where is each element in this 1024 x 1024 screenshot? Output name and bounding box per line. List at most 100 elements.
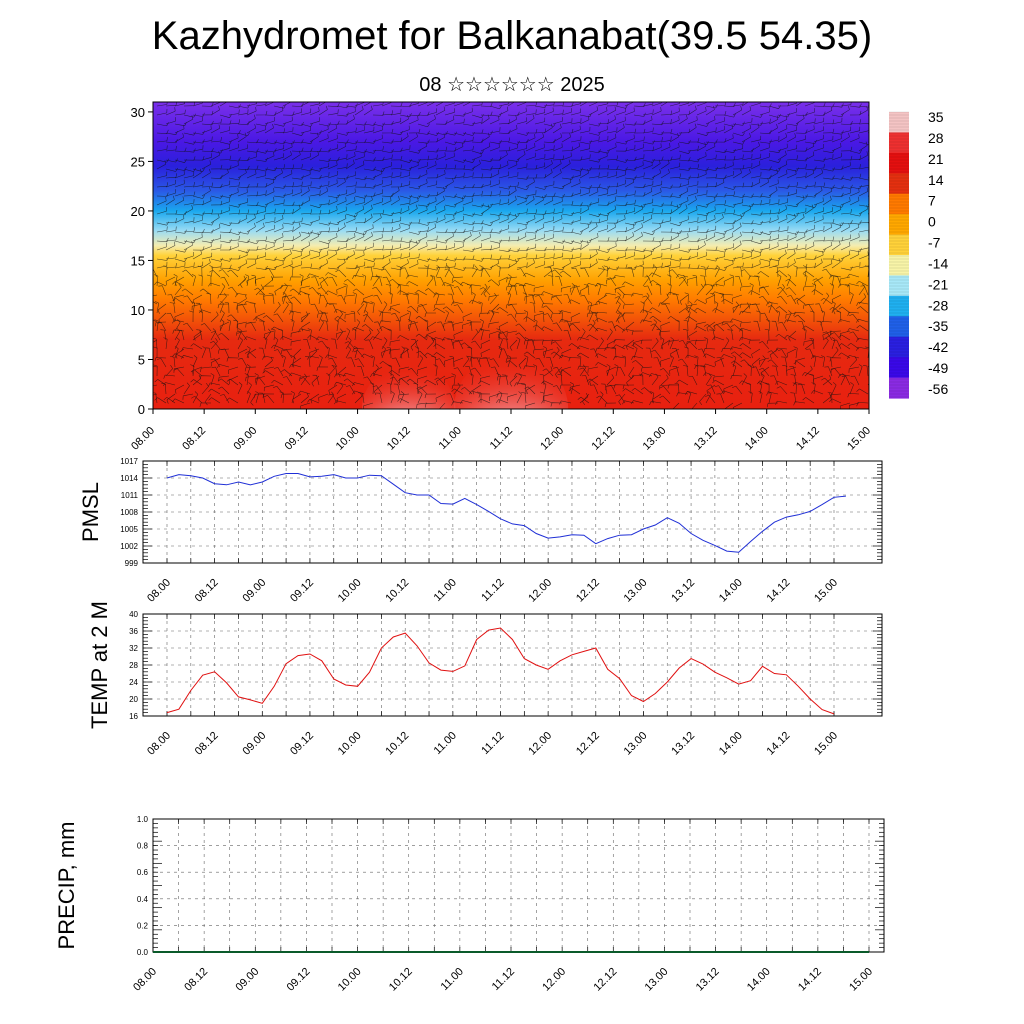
- grid: [152, 818, 884, 953]
- colorbar-label: 0: [928, 214, 936, 230]
- colorbar-swatch: [889, 173, 909, 195]
- colorbar-swatch: [889, 295, 909, 317]
- colorbar-swatch: [889, 234, 909, 256]
- colorbar-label: 21: [928, 151, 944, 167]
- x-tick-label: 14.12: [796, 966, 824, 994]
- x-tick-label: 13.12: [694, 966, 722, 994]
- colorbar-label: 28: [928, 130, 944, 146]
- x-tick-label: 11.00: [439, 966, 466, 993]
- precipitation-panel: 0.0 0.2 0.4 0.6 0.8 1.0 08.00 08.12 09.00 09.12 10…: [54, 815, 885, 994]
- x-tick-label: 08.12: [193, 730, 221, 758]
- chart-subtitle: 08 ☆☆☆☆☆☆ 2025: [419, 74, 605, 96]
- x-tick-label: 09.00: [233, 966, 261, 994]
- y-tick-label: 0.2: [137, 921, 149, 930]
- x-tick-label: 12.12: [574, 577, 602, 605]
- x-tick-label: 10.12: [387, 966, 415, 994]
- y-tick-label: 10: [131, 303, 145, 318]
- x-tick-label: 10.00: [336, 730, 364, 758]
- y-tick-label: 1.0: [137, 815, 149, 824]
- x-tick-label: 13.12: [669, 730, 697, 758]
- y-tick-label: 999: [125, 559, 139, 568]
- y-tick-label: 1014: [120, 474, 138, 483]
- x-tick-label: 08.00: [129, 425, 157, 453]
- colorbar-swatch: [889, 377, 909, 399]
- minor-ticks: [143, 613, 882, 717]
- x-tick-label: 08.00: [145, 577, 173, 605]
- x-tick-label: 13.00: [622, 577, 650, 605]
- y-tick-label: 0.6: [137, 868, 149, 877]
- y-axis-label: TEMP at 2 M: [87, 601, 112, 729]
- warm-core: [361, 364, 456, 409]
- x-tick-label: 13.00: [641, 425, 669, 453]
- y-tick-label: 30: [131, 105, 145, 120]
- x-tick-label: 12.12: [589, 425, 617, 453]
- x-tick-label: 13.00: [622, 730, 650, 758]
- temperature-panel: 16 20 24 28 32 36 40 08.00 08.12 09.00 09.12 10.00 1…: [87, 601, 883, 758]
- x-tick-label: 10.12: [385, 425, 413, 453]
- colorbar: 35 28 21 14 7 0 -7 -14 -21 -28 -35 -42 -49 -56: [889, 109, 948, 399]
- pmsl-panel: 999 1002 1005 1008 1011 1014 1017 08.00 08.12 09.…: [78, 457, 883, 605]
- y-tick-label: 40: [129, 610, 138, 619]
- colorbar-label: -49: [928, 360, 948, 376]
- colorbar-label: -14: [928, 255, 948, 271]
- x-tick-label: 14.00: [717, 577, 745, 605]
- panel-frame: [152, 818, 885, 953]
- x-tick-label: 12.00: [526, 730, 554, 758]
- x-tick-label: 15.00: [812, 730, 840, 758]
- x-tick-label: 12.12: [591, 966, 619, 994]
- y-tick-label: 24: [129, 678, 138, 687]
- x-tick-label: 15.00: [847, 966, 875, 994]
- colorbar-swatch: [889, 193, 909, 215]
- x-tick-label: 12.00: [540, 966, 568, 994]
- x-tick-label: 08.12: [182, 966, 210, 994]
- x-tick-label: 14.00: [743, 425, 771, 453]
- colorbar-label: -42: [928, 339, 948, 355]
- y-tick-label: 1002: [120, 542, 138, 551]
- x-tick-label: 14.12: [794, 425, 822, 453]
- x-tick-label: 09.12: [285, 966, 313, 994]
- colorbar-swatch: [889, 152, 909, 174]
- x-tick-label: 11.12: [488, 425, 515, 452]
- x-tick-label: 12.12: [574, 730, 602, 758]
- colorbar-swatch: [889, 357, 909, 379]
- colorbar-swatch: [889, 336, 909, 358]
- minor-ticks: [152, 818, 884, 953]
- y-tick-label: 16: [129, 712, 138, 721]
- x-tick-label: 08.00: [145, 730, 173, 758]
- colorbar-label: 35: [928, 109, 944, 125]
- colorbar-levels: [889, 111, 909, 398]
- colorbar-swatch: [889, 132, 909, 154]
- x-tick-label: 09.12: [283, 425, 311, 453]
- x-tick-label: 14.00: [717, 730, 745, 758]
- y-axis-label: PRECIP, mm: [54, 822, 79, 950]
- y-tick-label: 25: [131, 154, 145, 169]
- x-tick-label: 09.00: [240, 730, 268, 758]
- colorbar-label: -7: [928, 235, 941, 251]
- grid: [143, 613, 882, 717]
- colorbar-label: -28: [928, 297, 948, 313]
- x-tick-label: 09.00: [231, 425, 259, 453]
- series-line: [166, 473, 846, 553]
- cross-section-panel: 0 5 10 15 20 25 30 08.00 08.12 09.00 09.12 10.00 10.…: [129, 101, 873, 453]
- y-tick-label: 28: [129, 661, 138, 670]
- y-tick-label: 15: [131, 253, 145, 268]
- colorbar-swatch: [889, 214, 909, 236]
- y-tick-label: 0: [138, 402, 145, 417]
- x-tick-label: 11.12: [479, 577, 506, 604]
- x-tick-label: 11.00: [432, 577, 459, 604]
- x-tick-label: 10.12: [383, 577, 411, 605]
- colorbar-swatch: [889, 112, 909, 134]
- x-tick-label: 13.00: [643, 966, 671, 994]
- x-tick-label: 14.12: [765, 577, 793, 605]
- x-tick-label: 13.12: [692, 425, 720, 453]
- x-tick-label: 09.12: [288, 577, 316, 605]
- y-tick-label: 1005: [120, 525, 138, 534]
- x-tick-label: 12.00: [538, 425, 566, 453]
- y-tick-label: 1017: [120, 457, 138, 466]
- x-tick-label: 11.00: [437, 425, 464, 452]
- series-line: [166, 627, 835, 715]
- x-tick-label: 11.12: [490, 966, 517, 993]
- x-tick-label: 10.00: [334, 425, 362, 453]
- x-tick-label: 11.00: [432, 730, 459, 757]
